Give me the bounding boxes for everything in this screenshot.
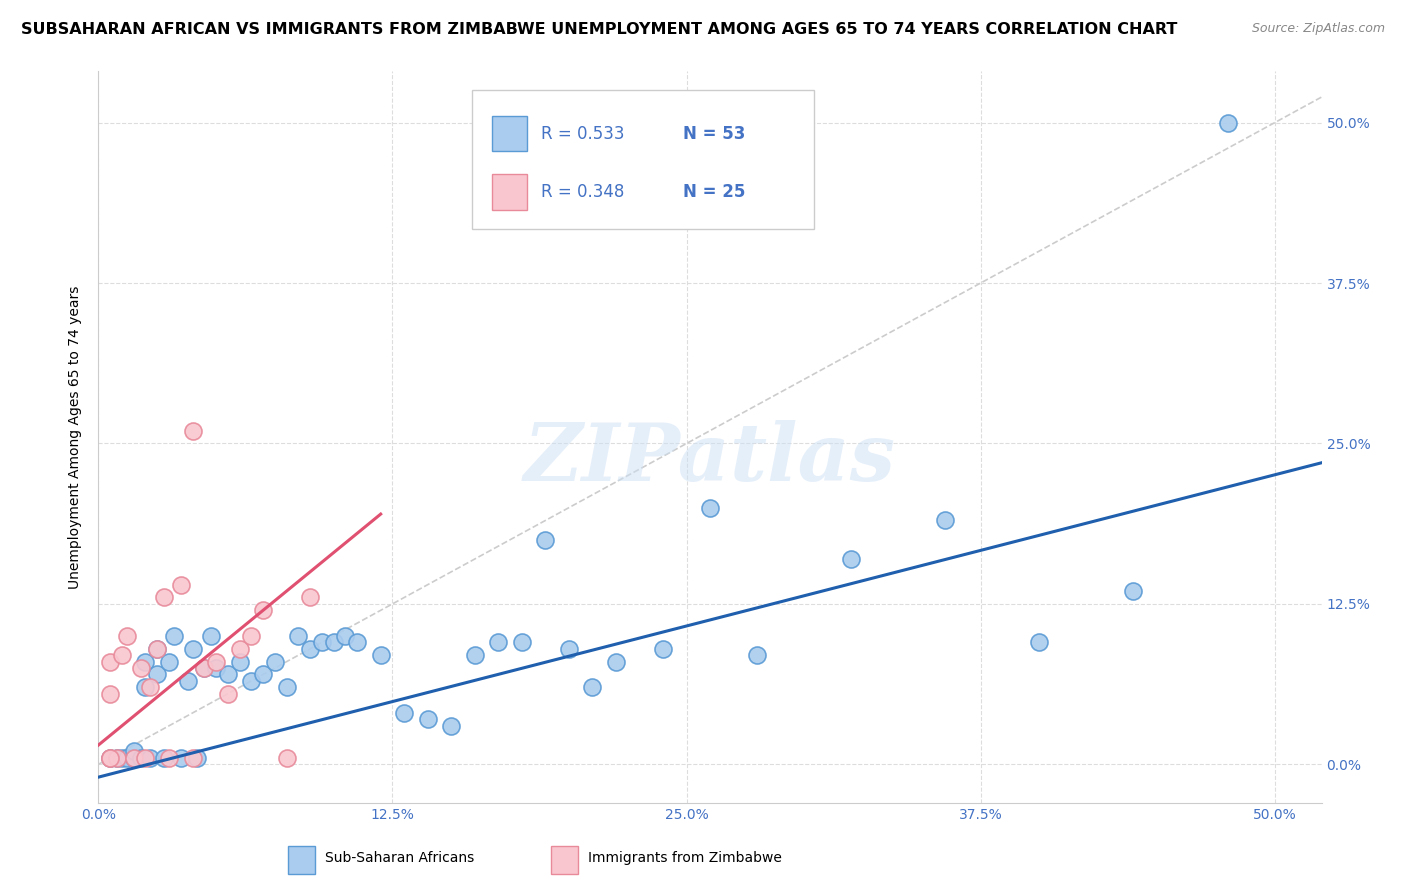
Point xyxy=(839,552,862,566)
Point xyxy=(157,751,180,765)
Point xyxy=(252,603,274,617)
Point xyxy=(98,751,121,765)
Point xyxy=(392,706,416,720)
Point xyxy=(134,655,156,669)
Point xyxy=(252,667,274,681)
Point xyxy=(605,655,627,669)
Point xyxy=(416,712,439,726)
Point xyxy=(177,673,200,688)
Point xyxy=(186,751,208,765)
FancyBboxPatch shape xyxy=(288,846,315,874)
Point xyxy=(181,424,204,438)
Point xyxy=(486,635,509,649)
Point xyxy=(240,673,263,688)
FancyBboxPatch shape xyxy=(471,89,814,228)
Point xyxy=(299,591,322,605)
Point xyxy=(98,655,121,669)
Point xyxy=(464,648,486,663)
Point xyxy=(146,641,169,656)
Point xyxy=(581,681,603,695)
Point xyxy=(115,629,138,643)
Point xyxy=(129,661,152,675)
Point xyxy=(510,635,533,649)
Point xyxy=(153,751,176,765)
Point xyxy=(217,687,239,701)
Point xyxy=(534,533,557,547)
Point xyxy=(335,629,357,643)
Point xyxy=(205,661,228,675)
Point xyxy=(170,751,193,765)
Point xyxy=(205,655,228,669)
Point xyxy=(122,751,145,765)
Point xyxy=(111,751,134,765)
Text: Source: ZipAtlas.com: Source: ZipAtlas.com xyxy=(1251,22,1385,36)
Point xyxy=(276,681,298,695)
Point xyxy=(115,751,138,765)
Point xyxy=(652,641,675,656)
Point xyxy=(322,635,344,649)
Point xyxy=(134,681,156,695)
FancyBboxPatch shape xyxy=(492,116,527,151)
Point xyxy=(134,751,156,765)
Point xyxy=(228,641,250,656)
Point xyxy=(1122,584,1144,599)
Text: N = 25: N = 25 xyxy=(683,183,745,201)
Point xyxy=(122,751,145,765)
Point xyxy=(287,629,309,643)
Point xyxy=(1216,116,1239,130)
Point xyxy=(98,751,121,765)
Point xyxy=(558,641,581,656)
Point xyxy=(181,641,204,656)
Point xyxy=(181,751,204,765)
Point xyxy=(105,751,128,765)
Point xyxy=(157,655,180,669)
Text: N = 53: N = 53 xyxy=(683,125,745,143)
Point xyxy=(346,635,368,649)
Point xyxy=(163,629,186,643)
Point xyxy=(111,648,134,663)
Point xyxy=(217,667,239,681)
Point xyxy=(745,648,768,663)
Point xyxy=(139,751,162,765)
Text: R = 0.533: R = 0.533 xyxy=(541,125,624,143)
Point xyxy=(200,629,222,643)
Point xyxy=(240,629,263,643)
Point xyxy=(105,751,128,765)
Text: ZIPatlas: ZIPatlas xyxy=(524,420,896,498)
Point xyxy=(440,719,463,733)
Point xyxy=(699,500,721,515)
Point xyxy=(122,744,145,758)
Point xyxy=(153,591,176,605)
Point xyxy=(370,648,392,663)
Point xyxy=(1028,635,1050,649)
Point xyxy=(170,577,193,591)
Point xyxy=(129,751,152,765)
Point xyxy=(228,655,250,669)
Y-axis label: Unemployment Among Ages 65 to 74 years: Unemployment Among Ages 65 to 74 years xyxy=(69,285,83,589)
Text: Immigrants from Zimbabwe: Immigrants from Zimbabwe xyxy=(588,851,782,864)
Text: SUBSAHARAN AFRICAN VS IMMIGRANTS FROM ZIMBABWE UNEMPLOYMENT AMONG AGES 65 TO 74 : SUBSAHARAN AFRICAN VS IMMIGRANTS FROM ZI… xyxy=(21,22,1177,37)
Point xyxy=(98,687,121,701)
Point xyxy=(139,681,162,695)
Point xyxy=(299,641,322,656)
Point xyxy=(146,641,169,656)
Point xyxy=(98,751,121,765)
Point xyxy=(263,655,285,669)
Point xyxy=(146,667,169,681)
Point xyxy=(276,751,298,765)
Point xyxy=(311,635,333,649)
Point xyxy=(193,661,215,675)
Text: Sub-Saharan Africans: Sub-Saharan Africans xyxy=(325,851,474,864)
Text: R = 0.348: R = 0.348 xyxy=(541,183,624,201)
FancyBboxPatch shape xyxy=(551,846,578,874)
Point xyxy=(934,514,956,528)
Point xyxy=(193,661,215,675)
FancyBboxPatch shape xyxy=(492,175,527,210)
